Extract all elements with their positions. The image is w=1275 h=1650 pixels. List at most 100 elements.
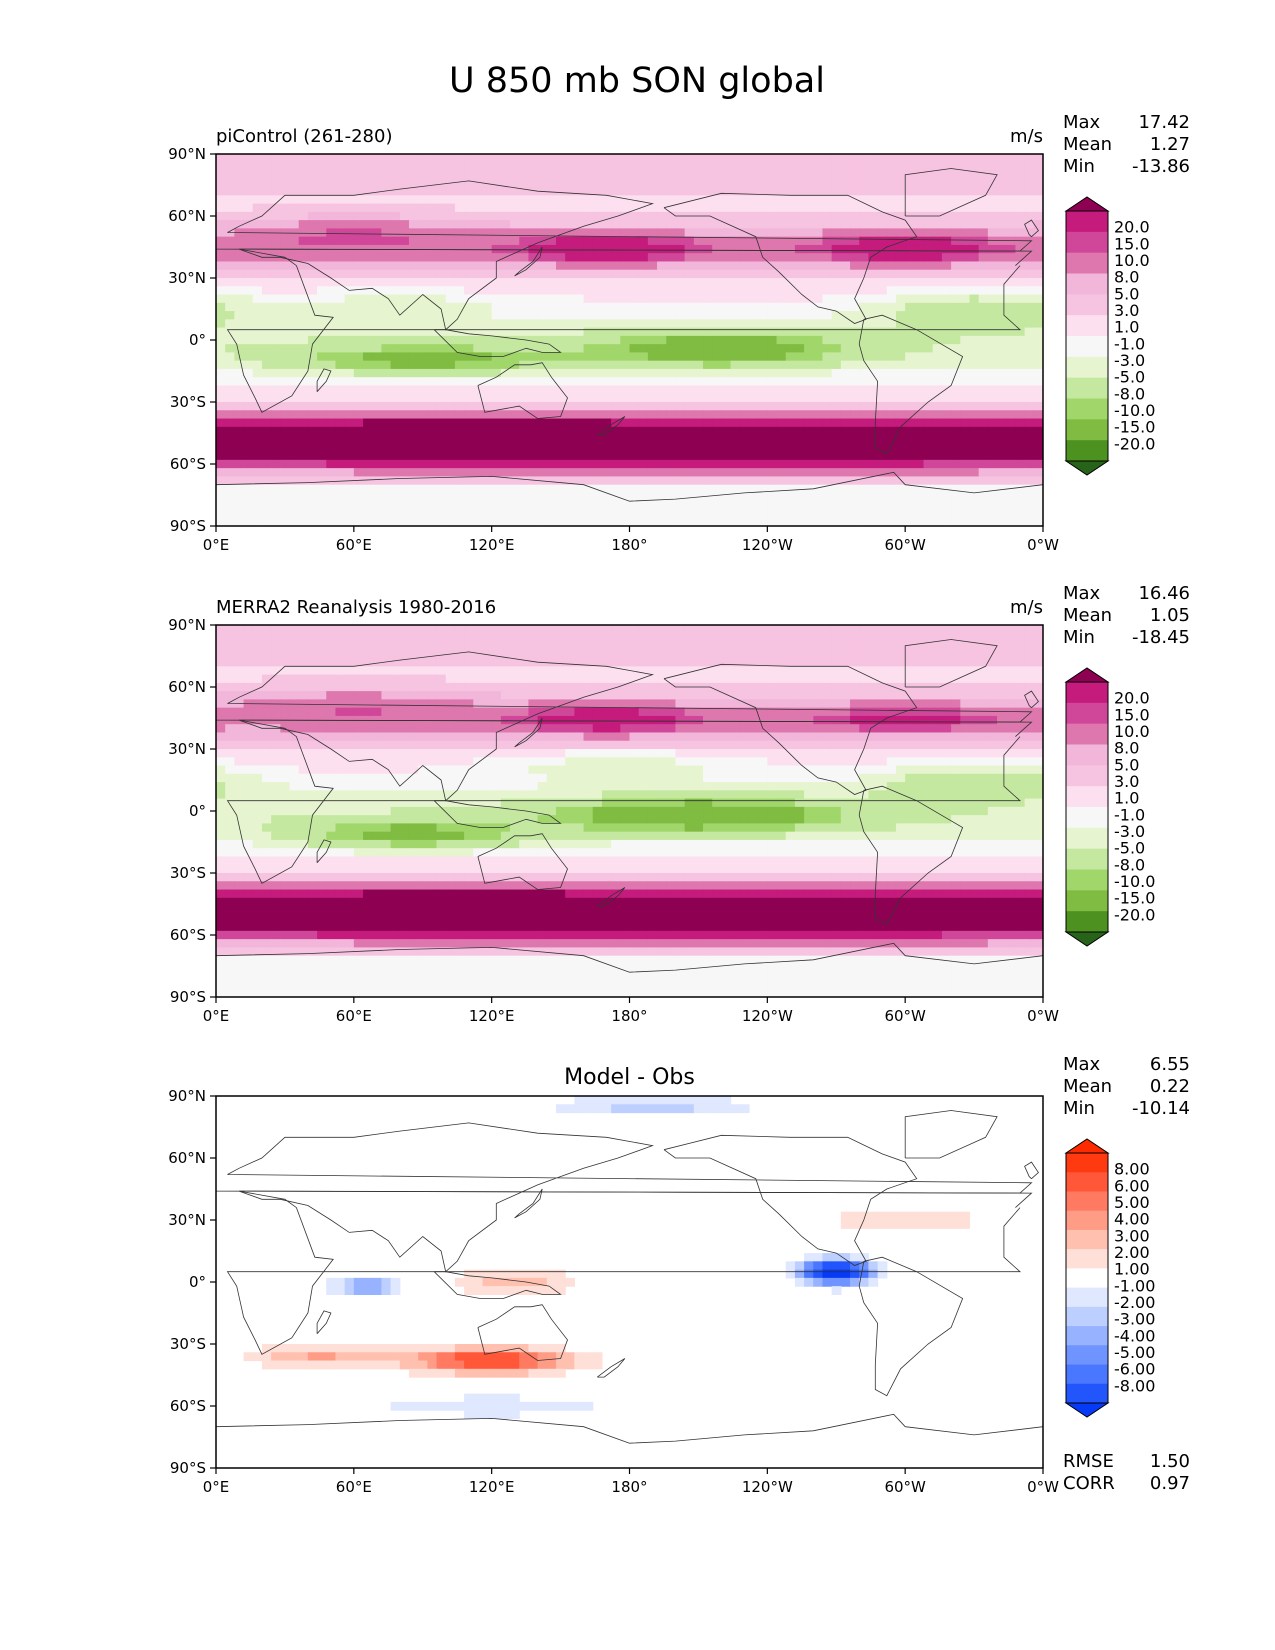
contour-cell [216, 682, 226, 692]
contour-cell [261, 261, 272, 271]
contour-cell [978, 691, 989, 700]
contour-cell [381, 228, 392, 238]
contour-cell [693, 393, 704, 403]
contour-cell [638, 278, 649, 287]
contour-cell [620, 236, 631, 246]
contour-cell [482, 402, 493, 411]
contour-cell [895, 178, 906, 188]
contour-cell [353, 682, 364, 692]
contour-cell [234, 501, 245, 511]
contour-cell [390, 699, 401, 709]
contour-cell [997, 203, 1007, 213]
contour-cell [326, 311, 337, 320]
contour-cell [464, 476, 474, 486]
contour-cell [528, 211, 539, 221]
contour-cell [638, 625, 649, 634]
contour-cell [969, 666, 980, 676]
contour-cell [657, 154, 667, 163]
contour-cell [914, 402, 925, 411]
contour-cell [289, 691, 300, 700]
contour-cell [574, 426, 585, 436]
contour-cell [399, 178, 410, 188]
contour-cell [813, 492, 824, 502]
contour-cell [261, 443, 272, 453]
contour-cell [969, 674, 980, 684]
contour-cell [822, 459, 833, 469]
contour-cell [381, 509, 392, 519]
contour-cell [657, 484, 667, 494]
contour-cell [932, 236, 943, 246]
contour-cell [555, 294, 566, 304]
contour-cell [537, 261, 548, 271]
contour-cell [666, 484, 677, 494]
contour-cell [565, 220, 575, 229]
contour-cell [675, 492, 686, 502]
contour-cell [1033, 476, 1043, 486]
contour-cell [381, 484, 392, 494]
contour-cell [785, 402, 796, 411]
contour-cell [280, 170, 291, 180]
contour-cell [399, 426, 410, 436]
contour-cell [886, 410, 897, 420]
contour-cell [877, 641, 888, 651]
contour-cell [307, 402, 318, 411]
contour-cell [555, 517, 566, 526]
contour-cell [684, 451, 695, 461]
contour-cell [234, 360, 245, 370]
contour-cell [363, 666, 373, 676]
contour-cell [831, 170, 842, 180]
contour-cell [923, 327, 934, 337]
contour-cell [721, 682, 732, 692]
contour-cell [969, 162, 980, 172]
contour-cell [464, 311, 474, 320]
contour-cell [473, 451, 484, 461]
contour-cell [905, 154, 915, 163]
contour-cell [767, 418, 778, 428]
contour-cell [307, 187, 318, 196]
contour-cell [932, 253, 943, 263]
contour-cell [804, 154, 814, 163]
contour-cell [1024, 261, 1035, 271]
contour-cell [408, 459, 419, 469]
contour-cell [307, 641, 318, 651]
contour-cell [1015, 509, 1026, 519]
contour-cell [758, 468, 768, 477]
contour-cell [500, 368, 511, 378]
contour-cell [225, 178, 235, 188]
contour-cell [923, 203, 934, 213]
contour-cell [960, 625, 971, 634]
contour-cell [353, 360, 364, 370]
contour-cell [877, 236, 888, 246]
contour-cell [408, 154, 419, 163]
contour-cell [969, 187, 980, 196]
contour-cell [730, 154, 741, 163]
contour-cell [712, 682, 722, 692]
contour-cell [216, 402, 226, 411]
contour-cell [886, 311, 897, 320]
contour-cell [390, 294, 401, 304]
contour-cell [261, 517, 272, 526]
contour-cell [758, 492, 768, 502]
contour-cell [225, 154, 235, 163]
contour-cell [372, 451, 382, 461]
contour-cell [611, 658, 621, 667]
contour-cell [390, 368, 401, 378]
contour-cell [408, 451, 419, 461]
contour-cell [647, 443, 658, 453]
contour-cell [840, 278, 851, 287]
contour-cell [1024, 195, 1035, 205]
contour-cell [987, 236, 998, 246]
contour-cell [877, 211, 888, 221]
contour-cell [647, 377, 658, 387]
contour-cell [914, 443, 925, 453]
contour-cell [372, 360, 382, 370]
lat-tick-label: 60°S [170, 455, 206, 473]
contour-cell [234, 344, 245, 353]
contour-cell [1033, 154, 1043, 163]
contour-cell [399, 682, 410, 692]
contour-cell [785, 178, 796, 188]
contour-cell [978, 649, 989, 659]
contour-cell [298, 203, 309, 213]
contour-cell [565, 253, 575, 263]
contour-cell [969, 170, 980, 180]
